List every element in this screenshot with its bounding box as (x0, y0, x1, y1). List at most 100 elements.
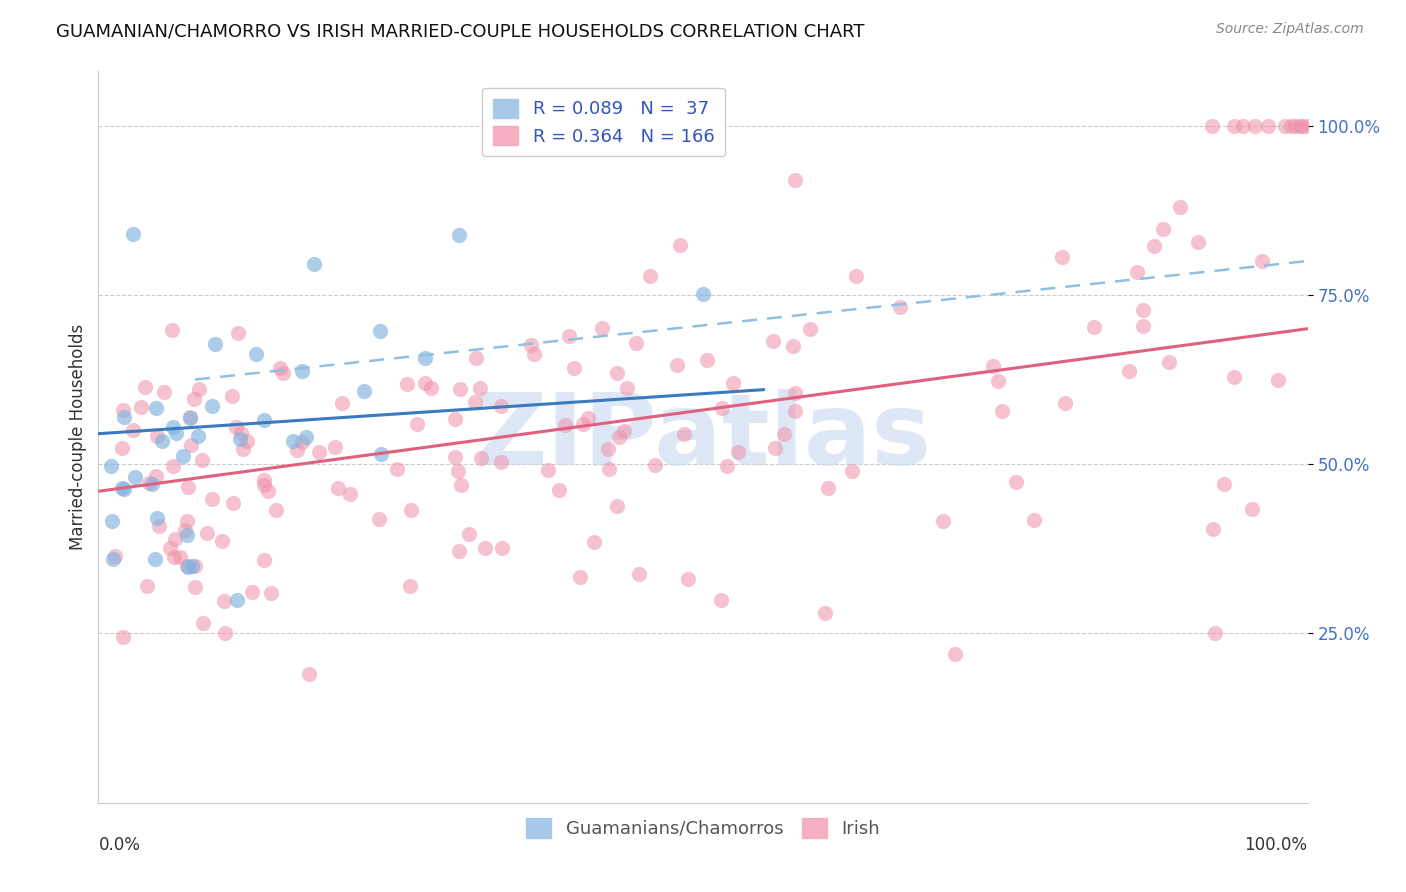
Point (184, 580, 207, 594)
Point (489, 454, 512, 468)
Point (152, 385, 174, 400)
Point (1241, 501, 1264, 516)
Point (201, 491, 224, 506)
Text: 0.0%: 0.0% (98, 836, 141, 854)
Point (112, 402, 135, 417)
Point (399, 503, 422, 517)
Point (523, 346, 546, 360)
Point (129, 401, 152, 415)
Point (370, 447, 392, 461)
Point (676, 572, 699, 586)
Point (197, 526, 219, 541)
Point (943, 647, 966, 661)
Point (991, 403, 1014, 417)
Point (184, 558, 207, 573)
Point (214, 625, 236, 640)
Point (253, 553, 276, 567)
Point (1284, 119, 1306, 133)
Point (190, 453, 212, 467)
Point (1022, 513, 1045, 527)
Point (143, 552, 166, 566)
Point (668, 238, 690, 252)
Point (596, 442, 619, 456)
Point (474, 541, 496, 556)
Point (269, 360, 291, 375)
Point (260, 586, 283, 600)
Point (406, 417, 429, 431)
Point (368, 512, 391, 526)
Point (763, 441, 786, 455)
Point (814, 606, 837, 620)
Point (468, 381, 491, 395)
Point (1125, 265, 1147, 279)
Point (162, 323, 184, 337)
Point (1201, 119, 1223, 133)
Point (1143, 238, 1166, 252)
Point (121, 227, 143, 241)
Point (782, 339, 804, 353)
Point (1159, 355, 1181, 369)
Point (613, 424, 636, 438)
Point (395, 376, 418, 391)
Point (607, 430, 630, 444)
Point (1289, 119, 1312, 133)
Point (291, 434, 314, 449)
Point (141, 477, 163, 491)
Point (464, 395, 486, 409)
Point (419, 381, 441, 395)
Text: ZIPatlas: ZIPatlas (475, 389, 931, 485)
Point (104, 549, 127, 563)
Point (666, 359, 689, 373)
Point (285, 443, 308, 458)
Point (252, 413, 274, 427)
Point (138, 476, 160, 491)
Point (444, 412, 467, 426)
Point (146, 511, 169, 525)
Point (148, 519, 170, 533)
Point (558, 328, 581, 343)
Point (212, 594, 235, 608)
Point (302, 257, 325, 271)
Point (692, 286, 714, 301)
Y-axis label: Married-couple Households: Married-couple Households (69, 324, 87, 550)
Point (145, 401, 167, 415)
Point (1132, 303, 1154, 318)
Point (817, 482, 839, 496)
Point (1132, 318, 1154, 333)
Point (582, 534, 605, 549)
Point (627, 566, 650, 581)
Text: GUAMANIAN/CHAMORRO VS IRISH MARRIED-COUPLE HOUSEHOLDS CORRELATION CHART: GUAMANIAN/CHAMORRO VS IRISH MARRIED-COUP… (56, 22, 865, 40)
Point (640, 268, 662, 283)
Point (159, 541, 181, 555)
Point (111, 481, 134, 495)
Point (1187, 235, 1209, 250)
Point (162, 549, 184, 564)
Point (644, 458, 666, 472)
Point (1295, 119, 1317, 133)
Point (326, 482, 349, 496)
Point (413, 376, 436, 391)
Point (245, 347, 267, 361)
Point (235, 434, 257, 448)
Point (177, 559, 200, 574)
Point (221, 389, 243, 403)
Point (1274, 119, 1296, 133)
Point (1212, 476, 1234, 491)
Point (547, 483, 569, 497)
Point (226, 326, 249, 341)
Point (762, 334, 785, 348)
Point (721, 376, 744, 390)
Point (696, 353, 718, 368)
Point (229, 426, 252, 441)
Point (616, 381, 638, 395)
Point (564, 360, 586, 375)
Point (464, 351, 486, 365)
Point (173, 523, 195, 537)
Point (172, 450, 194, 464)
Point (710, 592, 733, 607)
Point (491, 541, 513, 556)
Point (290, 364, 312, 378)
Point (446, 464, 468, 478)
Point (295, 430, 318, 444)
Point (1232, 119, 1254, 133)
